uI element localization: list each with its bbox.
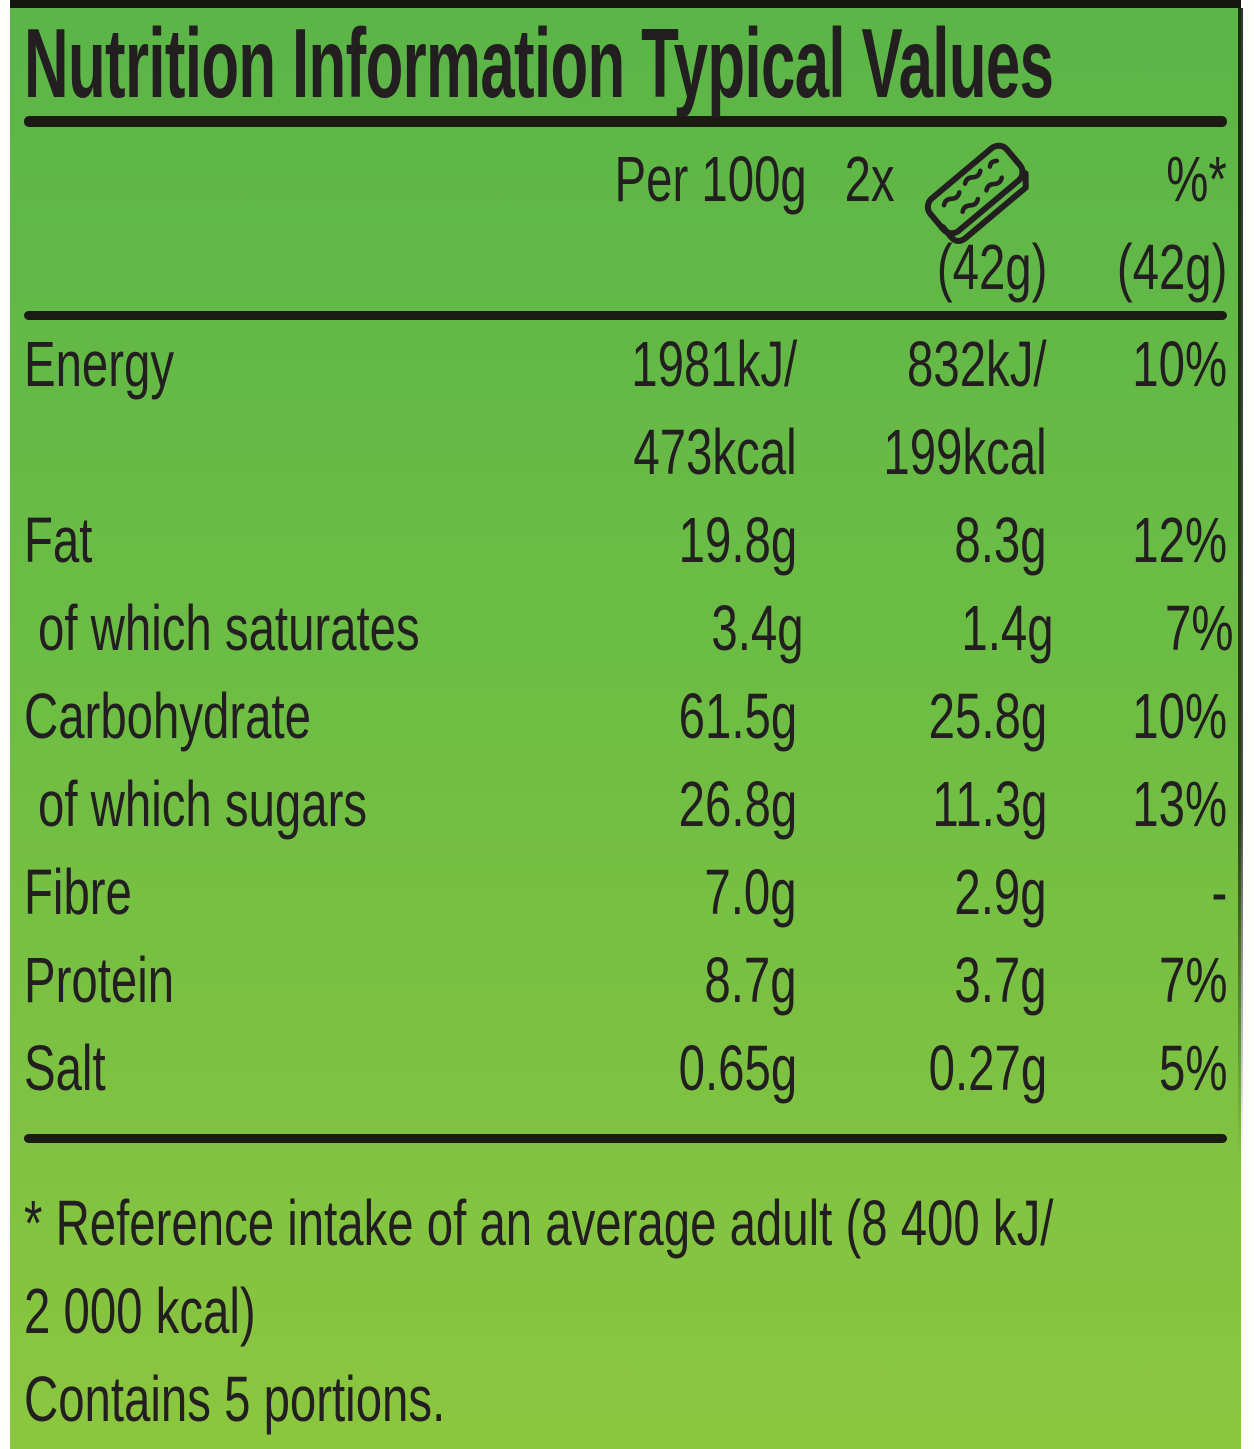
value-per-100g: 1981kJ/ 473kcal (631, 328, 797, 488)
col-header-percent: %* (1166, 143, 1227, 215)
value-percent: 12% (1132, 504, 1227, 576)
value-per-portion: 1.4g (961, 592, 1054, 664)
nutrition-panel: Nutrition Information Typical Values Per… (10, 0, 1243, 1449)
table-row-protein: Protein 8.7g 3.7g 7% (24, 936, 1227, 1024)
row-label: Carbohydrate (24, 680, 311, 752)
header-spacer (547, 223, 797, 311)
footnote-line-2: 2 000 kcal) (24, 1275, 256, 1347)
table-row-fat: Fat 19.8g 8.3g 12% (24, 496, 1227, 584)
footnote: * Reference intake of an average adult (… (24, 1179, 1227, 1443)
table-row-carbohydrate: Carbohydrate 61.5g 25.8g 10% (24, 672, 1227, 760)
row-label: Salt (24, 1032, 106, 1104)
table-row-fibre: Fibre 7.0g 2.9g - (24, 848, 1227, 936)
value-percent: - (1211, 856, 1227, 928)
col-header-per-portion: 2x (797, 135, 1047, 245)
value-per-portion: 3.7g (954, 944, 1047, 1016)
value-per-100g: 19.8g (678, 504, 797, 576)
row-label: Fat (24, 504, 93, 576)
value-per-portion: 0.27g (928, 1032, 1047, 1104)
value-percent: 7% (1158, 944, 1227, 1016)
value-percent: 10% (1132, 328, 1227, 400)
table-row-sugars: of which sugars 26.8g 11.3g 13% (24, 760, 1227, 848)
value-per-100g: 26.8g (678, 768, 797, 840)
value-percent: 13% (1132, 768, 1227, 840)
row-label: of which sugars (38, 768, 368, 840)
value-per-100g: 7.0g (704, 856, 797, 928)
cereal-bar-icon (924, 142, 1029, 245)
value-percent: 10% (1132, 680, 1227, 752)
row-label: of which saturates (38, 592, 420, 664)
page-title: Nutrition Information Typical Values (24, 8, 1054, 118)
column-headers: Per 100g 2x %* (42g) (24, 135, 1227, 311)
value-per-portion: 8.3g (954, 504, 1047, 576)
value-percent: 7% (1165, 592, 1234, 664)
row-label: Energy (24, 328, 175, 400)
divider-header (24, 311, 1227, 320)
footnote-line-3: Contains 5 portions. (24, 1363, 446, 1435)
table-row-salt: Salt 0.65g 0.27g 5% (24, 1024, 1227, 1112)
nutrition-table: Energy 1981kJ/ 473kcal 832kJ/ 199kcal 10… (24, 320, 1234, 1112)
col-header-per-100g: Per 100g (614, 143, 807, 215)
value-per-100g: 8.7g (704, 944, 797, 1016)
header-spacer (24, 223, 547, 311)
divider-top (24, 116, 1227, 127)
divider-footer (24, 1134, 1227, 1143)
header-spacer (24, 135, 547, 223)
row-label: Fibre (24, 856, 132, 928)
col-header-portion-weight: (42g) (936, 231, 1047, 303)
value-per-100g: 61.5g (678, 680, 797, 752)
value-per-portion: 832kJ/ 199kcal (883, 328, 1047, 488)
value-per-portion: 2.9g (954, 856, 1047, 928)
col-header-percent-weight: (42g) (1116, 231, 1227, 303)
row-label: Protein (24, 944, 175, 1016)
portion-count-label: 2x (844, 143, 895, 215)
table-row-energy: Energy 1981kJ/ 473kcal 832kJ/ 199kcal 10… (24, 320, 1227, 496)
value-per-portion: 25.8g (928, 680, 1047, 752)
value-percent: 5% (1158, 1032, 1227, 1104)
table-row-saturates: of which saturates 3.4g 1.4g 7% (24, 584, 1234, 672)
value-per-portion: 11.3g (931, 768, 1047, 840)
value-per-100g: 3.4g (711, 592, 804, 664)
value-per-100g: 0.65g (678, 1032, 797, 1104)
footnote-line-1: * Reference intake of an average adult (… (24, 1187, 1054, 1259)
